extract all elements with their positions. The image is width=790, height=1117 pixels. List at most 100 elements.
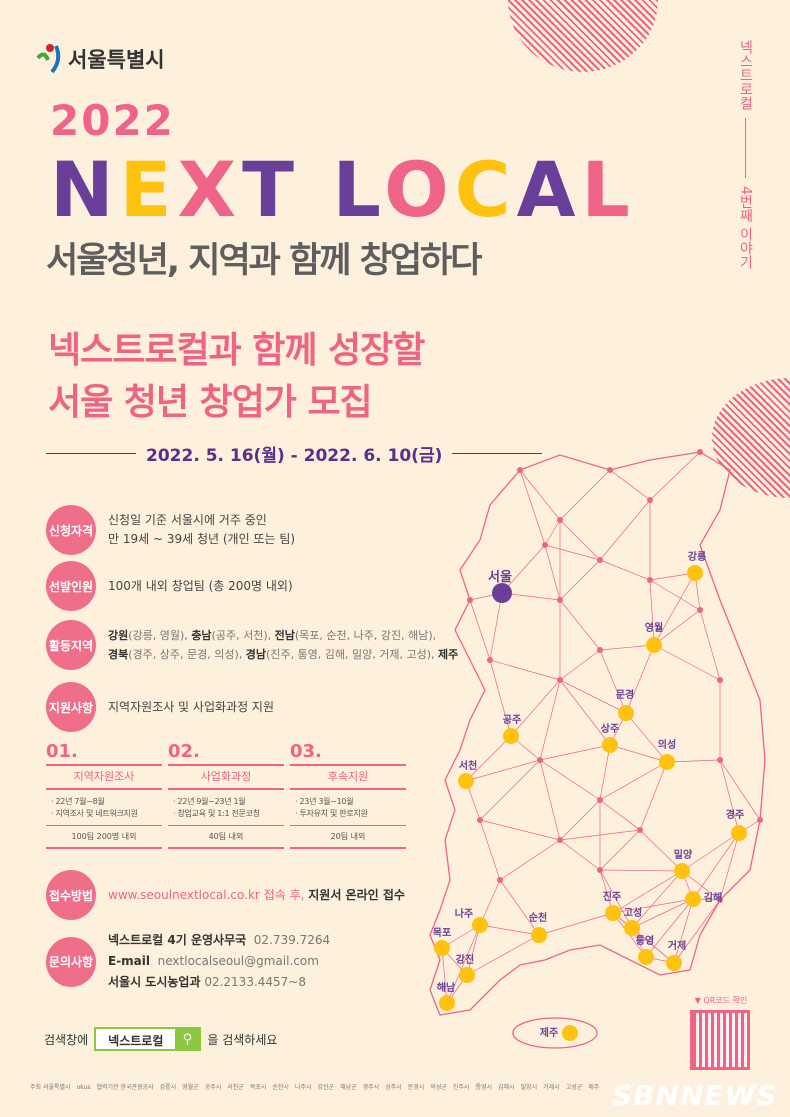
network-line bbox=[466, 934, 540, 976]
network-line bbox=[649, 451, 701, 501]
network-line bbox=[653, 644, 721, 681]
network-line bbox=[466, 924, 481, 976]
network-node bbox=[557, 517, 563, 523]
title-letter: A bbox=[516, 145, 582, 234]
step-2: 02. 사업화과정 · 22년 9월~23년 1월 · 창업교육 및 1:1 전문코칭… bbox=[168, 742, 284, 849]
network-line bbox=[559, 469, 611, 521]
network-node bbox=[597, 867, 603, 873]
network-line bbox=[465, 735, 512, 782]
regions-text: 강원(강릉, 영월), 충남(공주, 서천), 전남(목포, 순천, 나주, 강… bbox=[108, 629, 459, 661]
network-node bbox=[497, 877, 503, 883]
network-line bbox=[599, 829, 641, 871]
info-contact: 문의사항 넥스트로컬 4기 운영사무국 02.739.7264 E-mail n… bbox=[46, 930, 330, 993]
city-dot bbox=[503, 728, 519, 744]
support-text: 지역자원조사 및 사업화과정 지원 bbox=[108, 699, 275, 714]
network-line bbox=[625, 644, 655, 714]
network-line bbox=[599, 869, 683, 872]
title-letter: T bbox=[242, 145, 300, 234]
search-query: 넥스트로컬 bbox=[96, 1029, 176, 1049]
city-label: 서천 bbox=[458, 761, 478, 772]
badge-selection: 선발인원 bbox=[46, 561, 96, 611]
network-line bbox=[625, 712, 668, 763]
network-line bbox=[645, 898, 694, 958]
network-line bbox=[599, 644, 655, 651]
city-dot bbox=[618, 705, 634, 721]
sponsor-logo: 상주시 bbox=[385, 1084, 402, 1091]
search-box: 넥스트로컬 ⚲ bbox=[94, 1027, 202, 1051]
network-node bbox=[607, 467, 613, 473]
sponsor-logo: 의성군 bbox=[430, 1084, 447, 1091]
city-label: 제주 bbox=[539, 1028, 559, 1039]
city-dot bbox=[731, 825, 747, 841]
sponsor-logo: 문경시 bbox=[407, 1084, 425, 1091]
sponsor-logo: 경주시 bbox=[362, 1084, 380, 1091]
city-label: 통영 bbox=[635, 936, 655, 947]
program-steps: 01. 지역자원조사 · 22년 7월~8월 · 지역조사 및 네트워크지원 100팀 … bbox=[46, 742, 406, 849]
sponsor-logo: 서천군 bbox=[227, 1084, 244, 1091]
network-line bbox=[559, 679, 627, 714]
qr-label: ▼ QR코드 확인 bbox=[694, 996, 748, 1005]
sponsor-logo: 해남군 bbox=[340, 1084, 357, 1091]
contact-email[interactable]: nextlocalseoul@gmail.com bbox=[157, 954, 319, 968]
network-line bbox=[465, 759, 541, 782]
network-line bbox=[499, 839, 561, 881]
network-line bbox=[639, 829, 683, 872]
network-line bbox=[539, 759, 601, 801]
network-node bbox=[717, 897, 723, 903]
network-line bbox=[539, 759, 561, 841]
network-line bbox=[692, 832, 740, 900]
network-line bbox=[681, 832, 740, 872]
network-node bbox=[487, 657, 493, 663]
network-line bbox=[559, 829, 641, 841]
eligibility-line1: 신청일 기준 서울시에 거주 중인 bbox=[108, 513, 267, 527]
title-letter: L bbox=[332, 145, 385, 234]
side-episode: 4번째 이야기 bbox=[737, 186, 754, 270]
network-node bbox=[757, 817, 763, 823]
network-line bbox=[489, 592, 503, 661]
network-node bbox=[557, 677, 563, 683]
seoul-logo: 서울특별시 bbox=[34, 42, 165, 76]
city-dot bbox=[646, 637, 662, 653]
eligibility-line2: 만 19세 ~ 39세 청년 (개인 또는 팀) bbox=[108, 532, 296, 546]
badge-eligibility: 신청자격 bbox=[46, 505, 96, 555]
network-line bbox=[559, 559, 601, 601]
sponsor-logo: 제주 bbox=[588, 1084, 600, 1091]
network-node bbox=[637, 827, 643, 833]
dept-phone: 02.2133.4457~8 bbox=[204, 975, 306, 989]
network-line bbox=[539, 679, 561, 761]
network-line bbox=[719, 759, 740, 834]
hero-subtitle: 서울청년, 지역과 함께 창업하다 bbox=[46, 241, 482, 281]
network-line bbox=[639, 761, 668, 831]
search-prompt: 검색창에 넥스트로컬 ⚲ 을 검색하세요 bbox=[44, 1027, 277, 1051]
network-line bbox=[519, 469, 546, 546]
search-icon: ⚲ bbox=[175, 1029, 200, 1049]
network-line bbox=[479, 819, 501, 881]
network-line bbox=[441, 947, 448, 1004]
title-letter: E bbox=[119, 145, 178, 234]
city-label: 밀양 bbox=[673, 850, 693, 861]
network-line bbox=[599, 761, 668, 801]
qr-section: ▼ QR코드 확인 bbox=[690, 995, 752, 1070]
city-dot bbox=[638, 949, 654, 965]
network-node bbox=[597, 557, 603, 563]
city-label: 순천 bbox=[528, 913, 548, 924]
apply-text: 지원서 온라인 접수 bbox=[308, 887, 405, 902]
network-line bbox=[609, 469, 651, 501]
sponsor-logo: 김해시 bbox=[498, 1084, 515, 1091]
network-line bbox=[599, 744, 611, 801]
apply-url[interactable]: www.seoulnextlocal.co.kr 접속 후, bbox=[108, 887, 305, 902]
network-line bbox=[599, 649, 627, 714]
network-line bbox=[446, 924, 481, 1004]
network-node bbox=[542, 542, 548, 548]
city-label: 고성 bbox=[623, 908, 643, 919]
network-line bbox=[479, 819, 561, 841]
map-outline bbox=[429, 451, 766, 1016]
info-support: 지원사항 지역자원조사 및 사업화과정 지원 bbox=[46, 682, 274, 732]
sponsor-logo: 고성군 bbox=[565, 1084, 583, 1091]
qr-code[interactable] bbox=[690, 1010, 750, 1070]
badge-regions: 활동지역 bbox=[46, 620, 96, 670]
side-vertical-label: 넥스트로컬 4번째 이야기 bbox=[735, 40, 755, 269]
city-dot bbox=[562, 1025, 578, 1041]
network-line bbox=[479, 759, 541, 821]
network-line bbox=[599, 499, 651, 561]
